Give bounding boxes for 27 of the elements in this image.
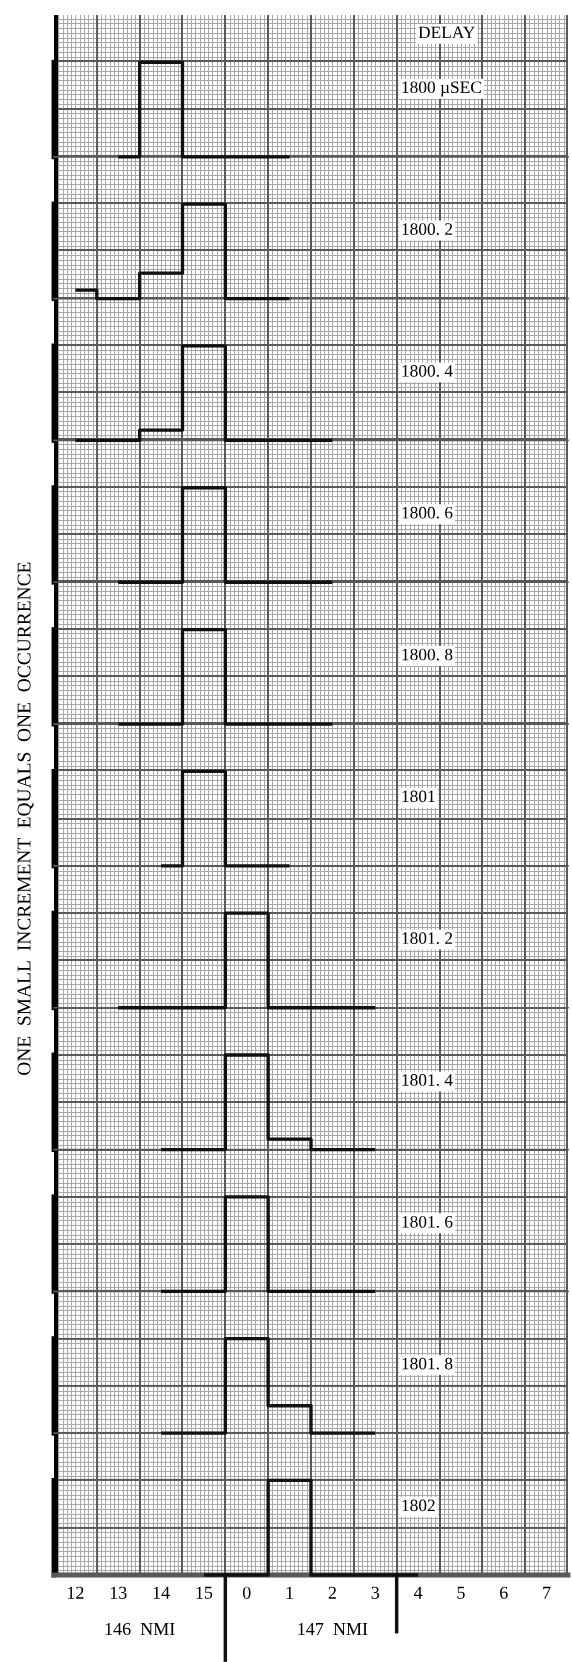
x-tick-label: 2	[328, 1586, 336, 1599]
text: DELAY	[418, 26, 475, 39]
text: 1800. 2	[402, 223, 453, 235]
x-tick-label: 3	[371, 1586, 380, 1599]
x-tick-label: 7	[543, 1586, 551, 1599]
y-axis-title: ONE SMALL INCREMENT EQUALS ONE OCCURRENCE	[17, 562, 34, 1075]
x-tick-label: 15	[196, 1586, 213, 1599]
text: 147 NMI	[298, 1622, 368, 1635]
x-tick-label: 6	[500, 1586, 508, 1599]
text: 1800. 8	[402, 648, 453, 661]
text: 1801. 4	[402, 1074, 453, 1086]
text: 1801. 8	[402, 1357, 453, 1370]
x-tick-label: 14	[153, 1586, 170, 1599]
x-tick-label: 4	[413, 1586, 423, 1599]
x-tick-label: 13	[110, 1586, 127, 1599]
x-tick-label: 5	[457, 1586, 465, 1599]
text: 1801. 2	[402, 932, 453, 945]
x-tick-label: 1	[286, 1586, 294, 1599]
x-tick-label: 0	[242, 1586, 251, 1599]
text: 1802	[402, 1499, 435, 1512]
text: 1800. 4	[402, 365, 453, 377]
text: 1801	[402, 790, 435, 803]
text: 146 NMI	[105, 1622, 175, 1636]
text: 1800. 6	[402, 506, 453, 519]
x-tick-label: 12	[67, 1586, 84, 1599]
text: 1800 µSEC	[402, 81, 481, 97]
text: 1801. 6	[402, 1215, 453, 1228]
